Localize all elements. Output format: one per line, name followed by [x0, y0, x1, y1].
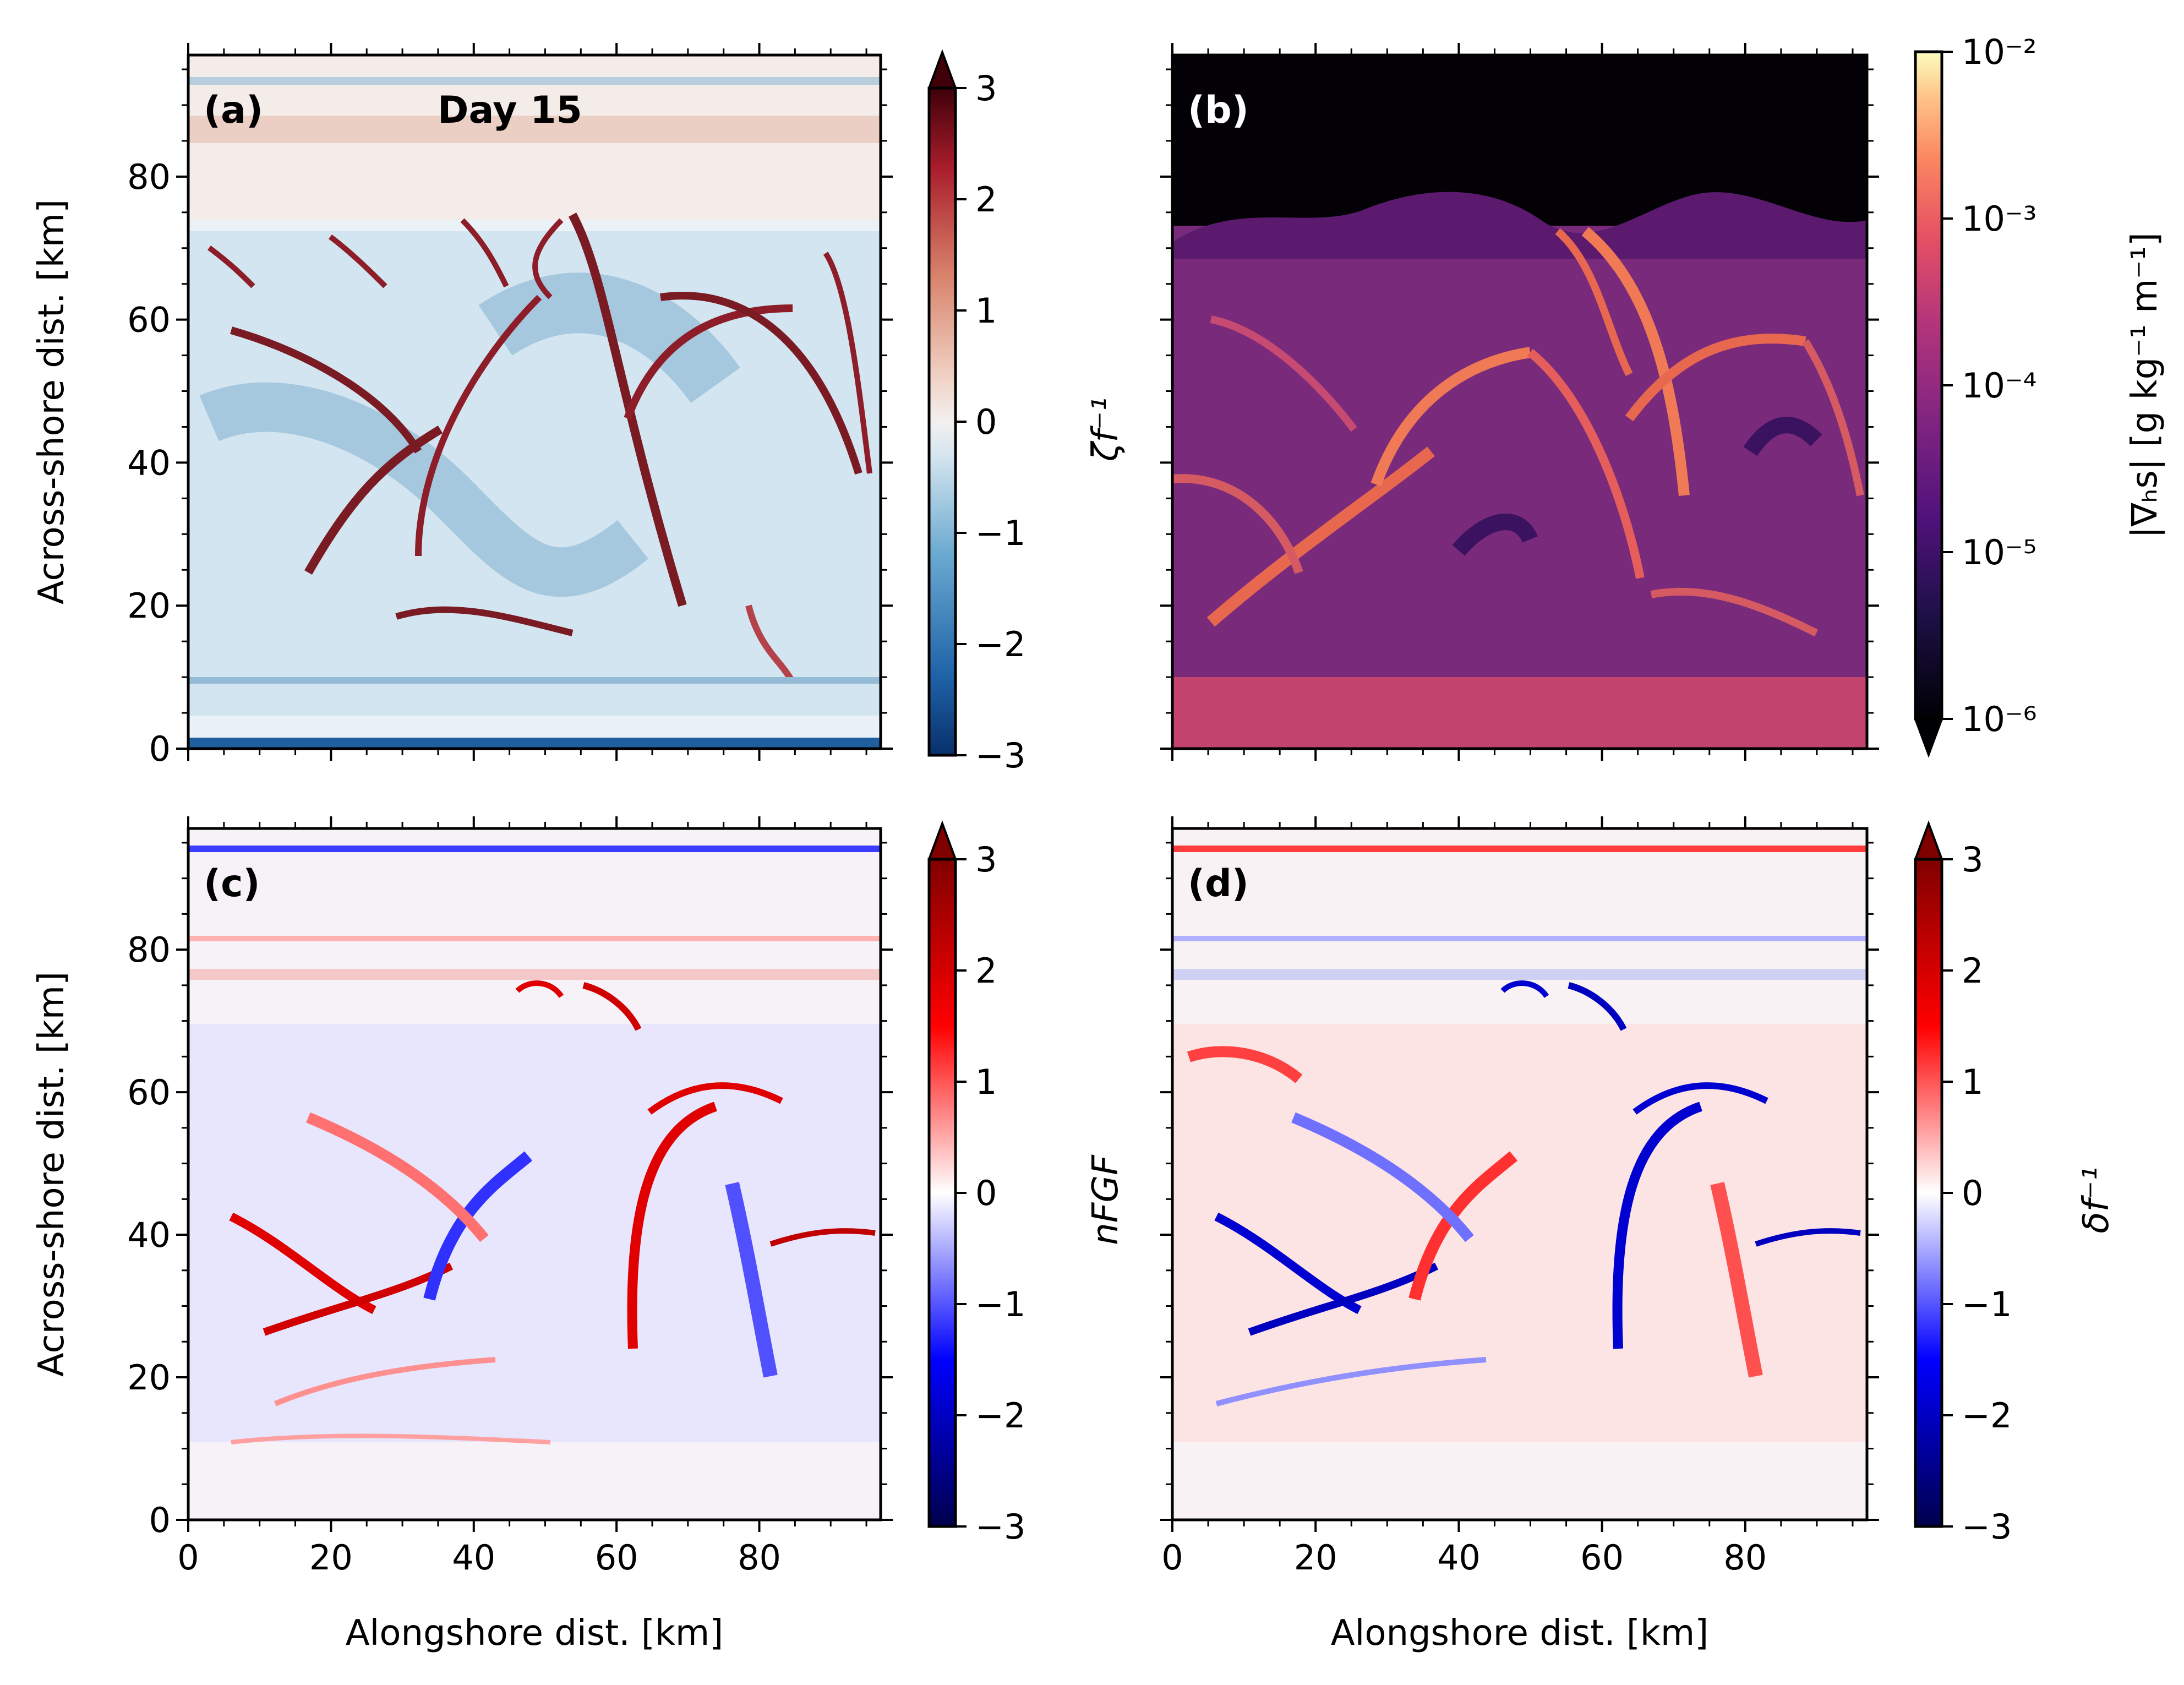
colorbar-tick-label: 3: [1962, 839, 1983, 880]
y-tick-label: 0: [149, 1500, 171, 1540]
colorbar-a: −3 −2 −1 0 1 2 3 ζf⁻¹: [927, 49, 1126, 776]
colorbar-tick-label: 10⁻⁶: [1962, 699, 2036, 739]
panel-d-features: [1172, 846, 1867, 1442]
y-tick-label: 80: [127, 157, 171, 197]
x-tick-label: 60: [595, 1537, 638, 1578]
colorbar-d-label: δf⁻¹: [2076, 1166, 2117, 1233]
colorbar-tick-label: −3: [975, 735, 1025, 776]
colorbar-tick-label: −1: [1962, 1284, 2012, 1324]
panel-b-axes: [1160, 43, 1879, 761]
colorbar-tick-label: −2: [975, 624, 1025, 664]
colorbar-tick-label: 1: [975, 291, 997, 331]
colorbar-tick-label: 2: [975, 179, 997, 220]
colorbar-b-label: |∇ₕs| [g kg⁻¹ m⁻¹]: [2125, 232, 2165, 538]
panel-a-features: [188, 55, 881, 749]
colorbar-tick-label: 10⁻⁵: [1962, 532, 2036, 572]
y-tick-label: 40: [127, 443, 171, 483]
colorbar-d-fill: [1915, 859, 1942, 1526]
colorbar-c: −3 −2 −1 0 1 2 3 nFGF: [927, 820, 1126, 1547]
panel-b-tag: (b): [1188, 89, 1249, 132]
panel-d: (d) 0 20 40 60 80 Alongshore dist. [km]: [1160, 816, 1879, 1654]
y-tick-label: 0: [149, 729, 171, 769]
colorbar-a-label: ζf⁻¹: [1085, 397, 1126, 462]
x-tick-label: 40: [1437, 1537, 1481, 1578]
colorbar-tick-label: −3: [975, 1507, 1025, 1547]
colorbar-b: 10⁻⁶ 10⁻⁵ 10⁻⁴ 10⁻³ 10⁻² |∇ₕs| [g kg⁻¹ m⁻¹]: [1914, 32, 2165, 758]
panel-c-axes: 0 20 40 60 80 0 20 40 60 80: [127, 816, 893, 1578]
colorbar-d-ticks: −3 −2 −1 0 1 2 3: [1942, 839, 2012, 1547]
panel-a-ylabel: Across-shore dist. [km]: [31, 199, 72, 604]
panel-d-axes: 0 20 40 60 80: [1160, 816, 1879, 1578]
y-tick-label: 60: [127, 1072, 171, 1113]
panel-c-tag: (c): [204, 862, 260, 906]
x-tick-label: 80: [738, 1537, 781, 1578]
colorbar-tick-label: −3: [1962, 1507, 2012, 1547]
colorbar-tick-label: 1: [1962, 1062, 1983, 1102]
colorbar-a-fill: [929, 88, 956, 755]
colorbar-c-extend-top: [927, 820, 957, 860]
colorbar-tick-label: 10⁻²: [1962, 32, 2036, 72]
panel-a-frame: [187, 53, 882, 750]
y-tick-label: 20: [127, 586, 171, 626]
colorbar-tick-label: −2: [1962, 1395, 2012, 1436]
x-tick-label: 20: [1294, 1537, 1337, 1578]
x-tick-label: 60: [1580, 1537, 1624, 1578]
colorbar-c-fill: [929, 859, 956, 1526]
panel-c: (c) 0 20 40 60 80 0 20 40 60 80 Across-shore dist…: [31, 816, 893, 1654]
panel-a-axes: 0 20 40 60 80: [127, 43, 893, 769]
panel-b-features: [1172, 55, 1867, 749]
x-tick-label: 20: [309, 1537, 353, 1578]
panel-a-annotation: Day 15: [438, 89, 582, 132]
colorbar-tick-label: 3: [975, 839, 997, 880]
colorbar-b-extend-bottom: [1914, 718, 1943, 758]
colorbar-a-ticks: −3 −2 −1 0 1 2 3: [956, 68, 1025, 776]
panel-b: (b): [1160, 43, 1879, 761]
colorbar-tick-label: 10⁻³: [1962, 199, 2036, 239]
colorbar-tick-label: 10⁻⁴: [1962, 366, 2036, 406]
colorbar-b-ticks: 10⁻⁶ 10⁻⁵ 10⁻⁴ 10⁻³ 10⁻²: [1942, 32, 2036, 739]
panel-c-ylabel: Across-shore dist. [km]: [31, 972, 72, 1377]
colorbar-d: −3 −2 −1 0 1 2 3 δf⁻¹: [1914, 820, 2117, 1547]
y-tick-label: 60: [127, 300, 171, 340]
panel-a: (a) Day 15 0 20 40 60 80 Across-shore dist. …: [31, 43, 893, 769]
colorbar-tick-label: 0: [975, 1173, 997, 1213]
colorbar-tick-label: 2: [1962, 951, 1983, 991]
colorbar-tick-label: −1: [975, 1284, 1025, 1324]
colorbar-c-label: nFGF: [1085, 1154, 1126, 1245]
colorbar-tick-label: 2: [975, 951, 997, 991]
y-tick-label: 20: [127, 1357, 171, 1398]
panel-c-features: [188, 846, 881, 1444]
panel-d-frame: [1171, 827, 1869, 1522]
colorbar-tick-label: 1: [975, 1062, 997, 1102]
panel-d-tag: (d): [1188, 862, 1249, 906]
panel-c-xlabel: Alongshore dist. [km]: [346, 1613, 723, 1654]
colorbar-d-extend-top: [1914, 820, 1943, 860]
colorbar-tick-label: 3: [975, 68, 997, 108]
panel-b-frame: [1171, 53, 1869, 750]
x-tick-label: 80: [1723, 1537, 1767, 1578]
colorbar-b-fill: [1915, 52, 1942, 719]
colorbar-tick-label: −1: [975, 513, 1025, 553]
colorbar-tick-label: 0: [1962, 1173, 1983, 1213]
colorbar-tick-label: 0: [975, 402, 997, 442]
colorbar-c-ticks: −3 −2 −1 0 1 2 3: [956, 839, 1025, 1547]
panel-a-tag: (a): [204, 89, 263, 132]
y-tick-label: 40: [127, 1215, 171, 1255]
x-tick-label: 0: [1161, 1537, 1183, 1578]
x-tick-label: 40: [452, 1537, 495, 1578]
colorbar-a-extend-top: [927, 49, 957, 89]
x-tick-label: 0: [177, 1537, 199, 1578]
colorbar-tick-label: −2: [975, 1395, 1025, 1436]
panel-d-xlabel: Alongshore dist. [km]: [1331, 1613, 1708, 1654]
y-tick-label: 80: [127, 930, 171, 970]
panel-c-frame: [187, 827, 882, 1522]
